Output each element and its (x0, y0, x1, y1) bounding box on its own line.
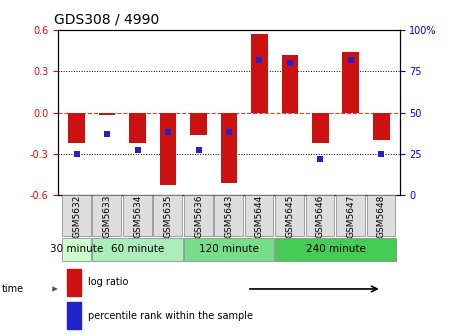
Bar (184, 238, 274, 261)
Bar (184, 195, 212, 237)
Point (225, 130, 233, 135)
Bar (214, 195, 243, 237)
Bar (336, 195, 365, 237)
Text: GSM5648: GSM5648 (377, 194, 386, 238)
Text: GSM5634: GSM5634 (133, 194, 142, 238)
Bar (367, 195, 396, 237)
Text: GSM5632: GSM5632 (72, 194, 81, 238)
Bar (190, 113, 207, 134)
Text: GSM5644: GSM5644 (255, 194, 264, 238)
Text: 30 minute: 30 minute (50, 244, 103, 254)
Point (134, 148, 141, 153)
Point (73, 151, 80, 157)
Bar (343, 52, 359, 113)
Point (195, 148, 202, 153)
Text: GSM5633: GSM5633 (103, 194, 112, 238)
Bar (67, 269, 81, 296)
Bar (275, 195, 304, 237)
Bar (92, 238, 183, 261)
Text: GSM5646: GSM5646 (316, 194, 325, 238)
Bar (220, 113, 238, 182)
Bar (67, 302, 81, 329)
Bar (306, 195, 335, 237)
Point (256, 57, 263, 62)
Point (104, 131, 111, 137)
Bar (123, 195, 152, 237)
Text: 60 minute: 60 minute (111, 244, 164, 254)
Bar (312, 113, 329, 143)
Text: 240 minute: 240 minute (306, 244, 365, 254)
Bar (68, 113, 85, 143)
Bar (160, 113, 176, 185)
Bar (154, 195, 182, 237)
Bar (282, 55, 298, 113)
Point (164, 130, 172, 135)
Text: GSM5635: GSM5635 (163, 194, 172, 238)
Bar (373, 113, 390, 140)
Bar (62, 195, 91, 237)
Bar (129, 113, 146, 143)
Bar (245, 195, 273, 237)
Text: GSM5647: GSM5647 (346, 194, 355, 238)
Point (317, 156, 324, 161)
Text: GSM5645: GSM5645 (286, 194, 295, 238)
Text: GSM5636: GSM5636 (194, 194, 203, 238)
Point (347, 57, 354, 62)
Bar (251, 34, 268, 113)
Text: GDS308 / 4990: GDS308 / 4990 (54, 13, 159, 27)
Text: time: time (2, 284, 24, 294)
Text: 120 minute: 120 minute (199, 244, 259, 254)
Bar (275, 238, 396, 261)
Text: log ratio: log ratio (88, 277, 128, 287)
Point (286, 60, 294, 66)
Point (378, 151, 385, 157)
Bar (99, 113, 115, 115)
Text: GSM5643: GSM5643 (224, 194, 233, 238)
Text: percentile rank within the sample: percentile rank within the sample (88, 311, 252, 321)
Bar (62, 238, 91, 261)
Bar (92, 195, 121, 237)
